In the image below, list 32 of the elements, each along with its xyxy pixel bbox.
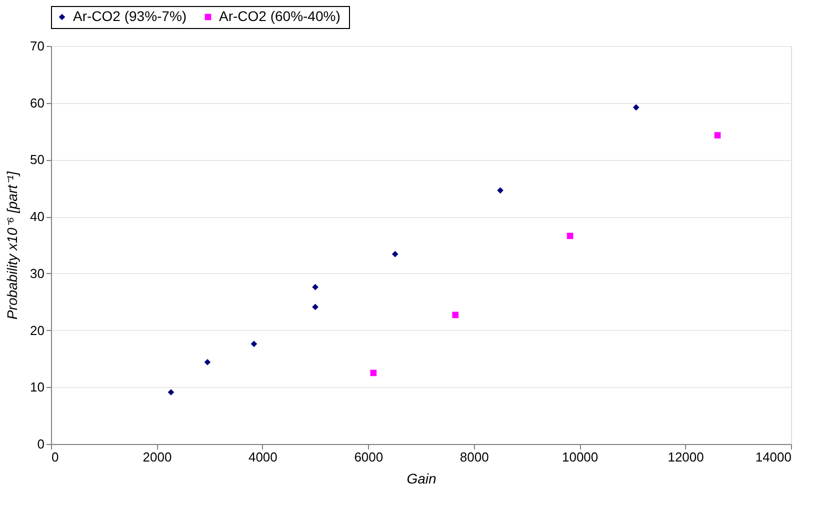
- point: [566, 232, 574, 240]
- x-tick-label: 4000: [248, 450, 278, 464]
- y-tick-label: 20: [30, 322, 44, 338]
- y-tick-label: 50: [30, 152, 44, 168]
- point: [312, 284, 318, 290]
- y-tick-label: 60: [30, 95, 44, 110]
- point: [714, 132, 721, 138]
- point: [497, 187, 504, 194]
- legend-label: Ar-CO2 (60%-40%): [219, 8, 340, 24]
- point: [452, 312, 459, 318]
- y-axis-title: Probability x10⁻⁶ [part⁻¹]: [4, 170, 20, 320]
- y-tick-label: 70: [30, 38, 44, 54]
- point: [392, 250, 398, 258]
- x-tick-label: 10000: [562, 450, 598, 464]
- x-tick-label: 12000: [668, 450, 704, 464]
- y-tick-label: 30: [30, 266, 44, 281]
- point: [250, 340, 258, 348]
- x-tick-label: 8000: [460, 450, 489, 464]
- y-tick-label: 0: [37, 436, 44, 452]
- point: [204, 358, 211, 366]
- x-axis-title: Gain: [406, 470, 436, 486]
- x-tick-label: 2000: [142, 450, 172, 464]
- legend-label: Ar-CO2 (93%-7%): [73, 8, 187, 24]
- point: [632, 104, 640, 111]
- point: [168, 389, 174, 396]
- point: [370, 370, 377, 376]
- x-tick-label: 14000: [755, 450, 792, 464]
- y-tick-label: 10: [30, 380, 44, 395]
- y-tick-label: 40: [30, 209, 44, 224]
- x-tick-label: 0: [52, 450, 59, 464]
- point: [312, 304, 318, 310]
- x-tick-label: 6000: [354, 450, 384, 464]
